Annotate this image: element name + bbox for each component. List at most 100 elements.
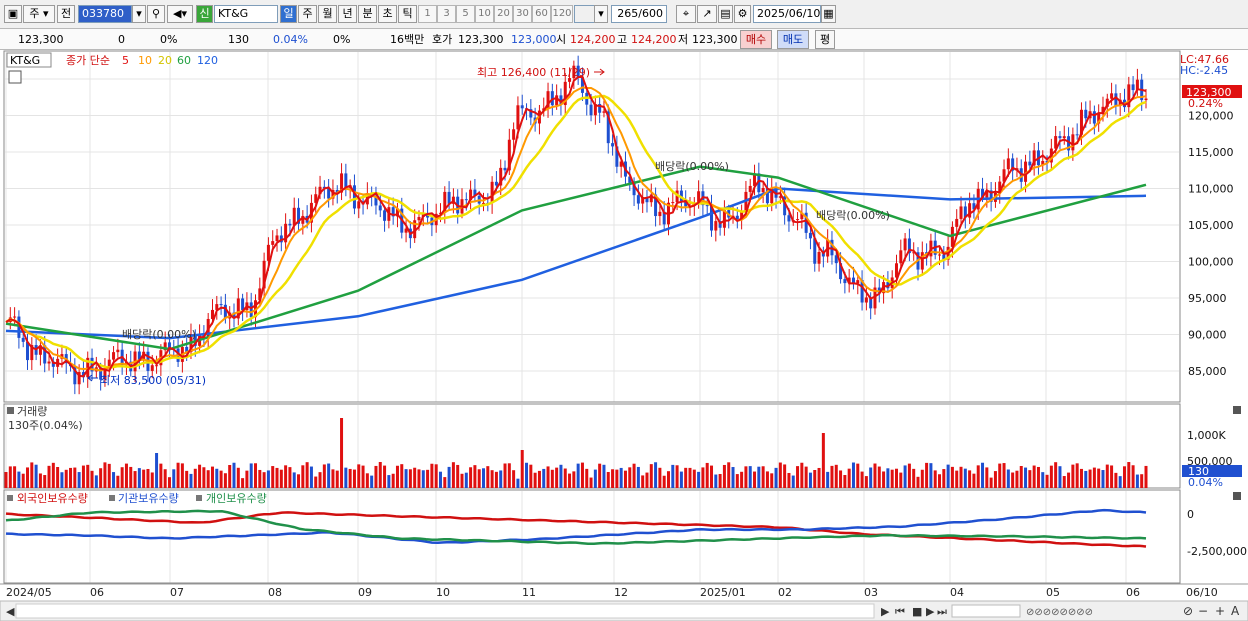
volume-bar [417,469,421,488]
candle-body [241,298,245,311]
volume-bar [903,465,907,488]
rewind-icon[interactable]: ⏮ [895,605,905,618]
volume-bar [675,465,679,488]
date-input[interactable]: 2025/06/10 [753,5,821,23]
tool-icons[interactable]: ⊘⊘⊘⊘⊘⊘⊘⊘ [1026,607,1093,618]
code-dropdown-icon[interactable]: ▾ [132,5,146,23]
calendar-icon[interactable]: ▦ [821,5,836,23]
volume-bar [619,467,623,488]
scroll-right-icon[interactable]: ▶ [881,605,890,618]
candle-body [482,202,486,204]
quote-amount: 16백만 [390,33,425,46]
volume-bar [1105,464,1109,488]
scrollbar-track[interactable] [15,603,875,619]
eval-button[interactable]: 평 [815,30,835,49]
volume-bar [963,468,967,488]
tab-period-second[interactable]: 초 [378,5,397,23]
period-dropdown[interactable]: 주 ▾ [23,5,55,23]
stop-icon[interactable]: ■ [912,605,922,618]
buy-button[interactable]: 매수 [740,30,772,49]
holdings-close-icon[interactable] [1233,492,1241,500]
new-badge: 신 [196,5,213,23]
candle-body [1067,136,1071,151]
x-axis-label: 2025/01 [700,586,746,599]
volume-bar [907,463,911,488]
candle-body [503,167,507,171]
tab-period-week[interactable]: 주 [298,5,317,23]
sound-icon[interactable]: ◀▾ [167,5,193,23]
pointer-icon[interactable]: ↗ [697,5,717,23]
prev-button[interactable]: 전 [57,5,75,23]
interval-10[interactable]: 10 [475,5,494,23]
tab-period-minute[interactable]: 분 [358,5,377,23]
holdings-marker-1 [7,495,13,501]
play-icon[interactable]: ▶ [926,605,935,618]
volume-close-icon[interactable] [1233,406,1241,414]
interval-dropdown-icon[interactable]: ▾ [594,5,608,23]
gear-icon[interactable]: ⚙ [734,5,751,23]
font-size-icon[interactable]: A [1231,604,1240,618]
sell-button[interactable]: 매도 [777,30,809,49]
search-icon[interactable]: ⚲ [147,5,165,23]
zoom-slider[interactable] [951,604,1021,618]
candle-body [1041,160,1045,166]
volume-bar [112,472,116,488]
quote-price: 123,300 [18,33,64,46]
volume-bar [17,471,21,488]
volume-bar [365,473,369,488]
zoom-in-icon[interactable]: + [1215,604,1225,618]
zoom-reset-icon[interactable]: ⊘ [1183,604,1193,618]
volume-bar [834,464,838,488]
bid-price: 123,000 [511,33,557,46]
volume-bar [968,470,972,488]
tab-period-tick[interactable]: 틱 [398,5,417,23]
volume-title: 거래량 [17,405,47,418]
volume-bar [60,472,64,488]
candle-body [352,185,356,209]
candle-body [112,352,116,360]
scroll-left-icon[interactable]: ◀ [6,605,15,618]
stock-chart[interactable]: KT&G 종가 단순 5 10 20 60 120 최고 126,400 (11… [0,50,1248,621]
volume-bar [813,470,817,488]
tab-period-month[interactable]: 월 [318,5,337,23]
interval-60[interactable]: 60 [532,5,551,23]
forward-icon[interactable]: ⏭ [937,605,947,618]
candle-body [907,238,911,254]
volume-bar [894,468,898,488]
interval-3[interactable]: 3 [437,5,456,23]
volume-bar [357,464,361,488]
ma60-line [5,165,1147,351]
stock-name-field[interactable]: KT&G [214,5,278,23]
interval-120[interactable]: 120 [551,5,573,23]
table-toggle-icon[interactable] [8,70,22,84]
count-input[interactable]: 265/600 [611,5,667,23]
tab-period-year[interactable]: 년 [338,5,357,23]
crosshair-icon[interactable]: ⌖ [676,5,696,23]
window-icon[interactable]: ▣ [4,5,22,23]
volume-bar [1097,468,1101,488]
volume-bar [254,463,258,488]
tab-period-day[interactable]: 일 [280,5,297,23]
price-ytick: 105,000 [1188,219,1234,232]
interval-1[interactable]: 1 [418,5,437,23]
interval-30[interactable]: 30 [513,5,532,23]
volume-bar [774,467,778,488]
volume-bar [628,467,632,488]
candle-body [258,288,262,301]
count-total: /600 [638,7,663,20]
candle-body [150,365,154,371]
zoom-out-icon[interactable]: − [1198,604,1208,618]
stock-code-input[interactable]: 033780 [78,5,132,23]
interval-20[interactable]: 20 [494,5,513,23]
volume-bar [938,474,942,488]
candle-body [856,280,860,284]
save-icon[interactable]: ▤ [718,5,733,23]
candle-body [968,203,972,218]
candle-body [718,221,722,228]
candle-body [817,251,821,264]
candle-body [748,185,752,192]
candle-body [765,187,769,204]
interval-5[interactable]: 5 [456,5,475,23]
current-price-badge [1182,85,1242,98]
candle-body [576,65,580,78]
